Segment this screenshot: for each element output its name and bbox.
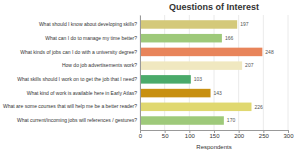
y-tick-label: What current/incoming jobs will referenc… [17,117,137,123]
bar [140,75,191,84]
x-tick-label: 250 [259,133,270,139]
x-tick: 200 [234,130,245,139]
y-axis: What should I know about developing skil… [3,16,140,131]
y-tick-label: What can I do to manage my time better? [45,35,137,41]
grid-line [214,15,215,130]
data-label: 103 [194,76,203,82]
title: Questions of Interest [169,2,259,12]
bar [140,34,222,43]
y-tick-label: What kinds of jobs can I do with a unive… [20,49,137,55]
grid-line [164,15,165,130]
chart-container: 0 50 100 150 200 250 300 What should I know abo… [0,0,300,152]
x-tick-label: 100 [185,133,196,139]
data-label: 166 [225,35,234,41]
grid-line [288,15,289,130]
y-tick: What skills should I work on to get the … [17,76,137,82]
y-tick-label: What skills should I work on to get the … [17,76,137,82]
y-tick: What current/incoming jobs will referenc… [17,117,137,123]
grid-line [263,15,264,130]
data-label: 248 [265,49,274,55]
x-tick-label: 0 [139,133,143,139]
x-tick-label: 200 [234,133,245,139]
x-axis-title: Respondents [196,144,231,150]
bar [140,48,262,57]
grid-line [238,15,239,130]
bars [140,20,262,125]
x-tick-label: 50 [162,133,169,139]
grid-line [140,15,141,130]
data-label: 197 [240,21,249,27]
bar [140,116,224,125]
data-label: 207 [245,62,254,68]
bar [140,103,251,112]
x-tick: 50 [162,130,169,139]
x-tick: 100 [185,130,196,139]
y-tick: How do job advertisements work? [62,62,137,68]
data-labels: 197 166 248 207 103 143 226 170 [194,21,274,123]
grid-line [189,15,190,130]
x-tick-label: 150 [209,133,220,139]
grid [140,15,288,130]
data-label: 143 [214,90,223,96]
x-tick: 300 [283,130,294,139]
y-tick-label: What kind of work is available here in E… [27,90,138,96]
axis-line [140,16,141,131]
x-tick-label: 300 [283,133,294,139]
y-tick: What kind of work is available here in E… [27,90,138,96]
y-tick-label: What should I know about developing skil… [39,21,137,27]
y-tick: What should I know about developing skil… [39,21,137,27]
x-tick: 0 [139,130,143,139]
bar [140,61,242,70]
bar [140,89,211,98]
y-tick-label: What are some courses that will help me … [3,103,137,109]
x-axis: 0 50 100 150 200 250 300 [139,130,294,139]
y-tick: What can I do to manage my time better? [45,35,137,41]
x-tick: 250 [259,130,270,139]
bar [140,20,237,29]
y-tick: What kinds of jobs can I do with a unive… [20,49,137,55]
chart-svg: 0 50 100 150 200 250 300 What should I know abo… [0,0,300,152]
y-tick-label: How do job advertisements work? [62,62,137,68]
data-label: 170 [227,117,236,123]
data-label: 226 [254,104,263,110]
y-tick: What are some courses that will help me … [3,103,137,109]
x-tick: 150 [209,130,220,139]
